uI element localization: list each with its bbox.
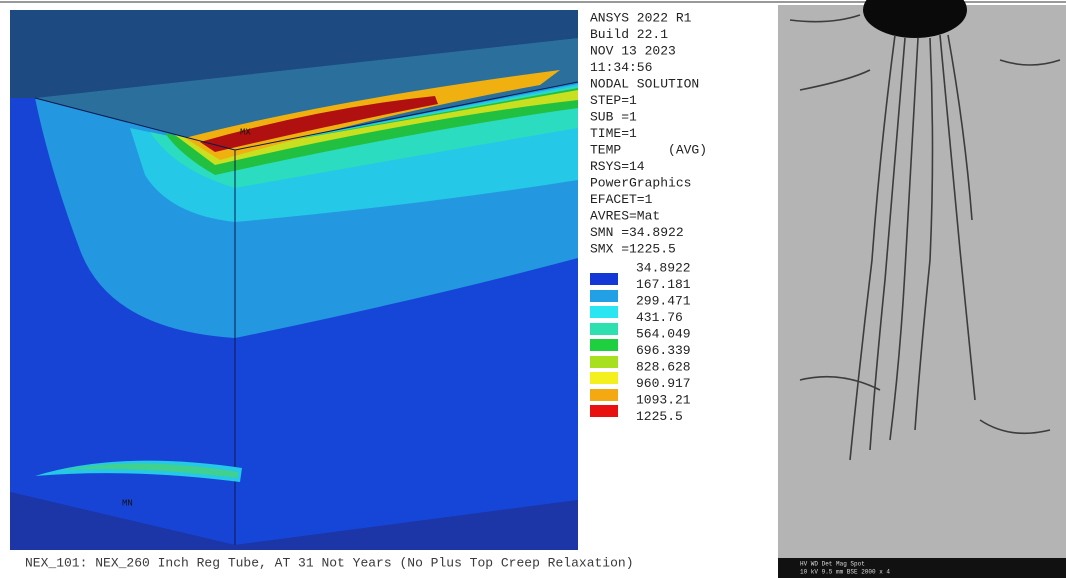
legend-swatch: [590, 290, 618, 302]
legend-label: 564.049: [636, 326, 691, 341]
legend-label: 1225.5: [636, 409, 683, 424]
info-line: STEP=1: [590, 93, 637, 108]
info-line: ANSYS 2022 R1: [590, 10, 692, 25]
info-line: TEMP (AVG): [590, 142, 707, 157]
info-line: SUB =1: [590, 109, 637, 124]
legend-swatch: [590, 306, 618, 318]
info-line: EFACET=1: [590, 192, 653, 207]
legend-swatches: [590, 273, 618, 417]
legend-label: 828.628: [636, 359, 691, 374]
legend-swatch: [590, 372, 618, 384]
page: {"ansys_info": ["ANSYS 2022 R1", "Build …: [0, 0, 1066, 578]
info-line: RSYS=14: [590, 159, 645, 174]
legend-swatch: [590, 323, 618, 335]
legend-label: 167.181: [636, 277, 691, 292]
legend-label: 960.917: [636, 376, 691, 391]
legend-swatch: [590, 356, 618, 368]
legend-swatch: [590, 339, 618, 351]
legend-swatch: [590, 273, 618, 285]
figure: MX MN HV WD Det Mag: [0, 0, 1066, 578]
info-line: SMX =1225.5: [590, 241, 676, 256]
legend-label: 1093.21: [636, 392, 691, 407]
legend-label: 431.76: [636, 310, 683, 325]
sem-image: HV WD Det Mag Spot 10 kV 9.5 mm BSE 2000…: [778, 0, 1066, 578]
info-line: 11:34:56: [590, 60, 652, 75]
legend-swatch: [590, 389, 618, 401]
info-line: NOV 13 2023: [590, 43, 676, 58]
max-label: MX: [240, 127, 251, 137]
sem-bar-header: HV WD Det Mag Spot: [800, 561, 865, 568]
legend-swatch: [590, 405, 618, 417]
min-label: MN: [122, 498, 133, 508]
legend-label: 299.471: [636, 293, 691, 308]
info-line: NODAL SOLUTION: [590, 76, 699, 91]
info-line: PowerGraphics: [590, 175, 691, 190]
info-line: SMN =34.8922: [590, 225, 684, 240]
legend-label: 696.339: [636, 343, 691, 358]
info-line: TIME=1: [590, 126, 637, 141]
legend-label: 34.8922: [636, 260, 691, 275]
fea-plot: MX MN: [10, 10, 578, 550]
sem-bar-values: 10 kV 9.5 mm BSE 2000 x 4: [800, 569, 890, 576]
caption: NEX_101: NEX_260 Inch Reg Tube, AT 31 No…: [25, 555, 634, 570]
info-line: Build 22.1: [590, 27, 668, 42]
info-line: AVRES=Mat: [590, 208, 660, 223]
sem-background: [778, 5, 1066, 578]
